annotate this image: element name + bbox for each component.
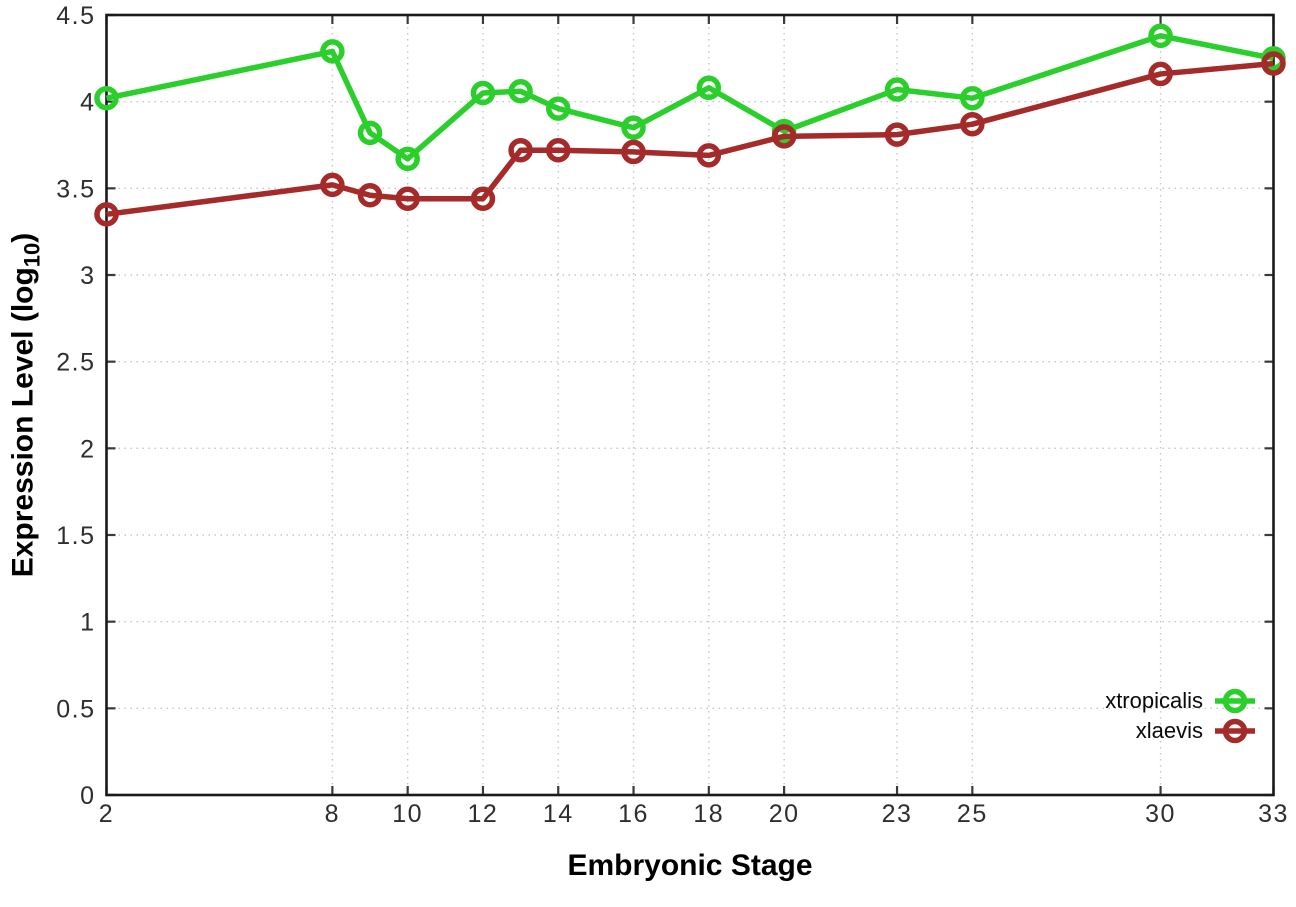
data-point-xlaevis xyxy=(1261,51,1286,76)
legend-label-xtropicalis: xtropicalis xyxy=(1105,688,1203,713)
data-point-xtropicalis xyxy=(696,75,722,101)
y-tick-label: 2.5 xyxy=(56,349,95,377)
data-point-xlaevis xyxy=(508,137,533,163)
data-point-xtropicalis xyxy=(960,85,985,111)
legend-entry-xlaevis: xlaevis xyxy=(1105,716,1255,746)
series-line-xtropicalis xyxy=(105,33,1275,162)
x-tick-label: 10 xyxy=(392,800,423,828)
data-point-xtropicalis xyxy=(395,146,420,172)
xlaevis-marker-icon xyxy=(1215,718,1255,744)
data-point-xtropicalis xyxy=(508,79,533,104)
data-point-xtropicalis xyxy=(621,115,646,140)
y-axis-title-close: ) xyxy=(6,232,40,243)
data-point-xtropicalis xyxy=(94,85,119,111)
data-point-xtropicalis xyxy=(357,120,383,146)
y-tick-label: 0.5 xyxy=(56,695,95,723)
data-point-xtropicalis xyxy=(545,96,571,121)
open-circle-icon xyxy=(1222,718,1248,744)
x-tick-label: 25 xyxy=(957,800,988,828)
x-tick-label: 23 xyxy=(882,800,913,828)
x-tick-label: 2 xyxy=(99,800,114,828)
y-axis-title-text: Expression Level (log xyxy=(6,267,40,578)
data-point-xlaevis xyxy=(621,139,646,165)
data-point-xlaevis xyxy=(884,122,910,147)
y-tick-label: 0 xyxy=(80,782,95,810)
y-axis-title-subscript: 10 xyxy=(19,242,45,268)
data-point-xlaevis xyxy=(94,202,119,227)
y-tick-label: 1.5 xyxy=(56,522,95,550)
data-point-xtropicalis xyxy=(320,39,345,64)
x-axis-title: Embryonic Stage xyxy=(567,849,813,882)
data-point-xtropicalis xyxy=(884,77,910,102)
data-point-xlaevis xyxy=(1148,61,1173,87)
x-tick-label: 33 xyxy=(1258,800,1289,828)
y-tick-label: 4 xyxy=(80,89,95,117)
y-tick-label: 1 xyxy=(80,609,95,637)
legend-entry-xtropicalis: xtropicalis xyxy=(1105,686,1255,716)
legend: xtropicalis xlaevis xyxy=(1105,686,1255,746)
x-tick-label: 16 xyxy=(618,800,649,828)
data-point-xtropicalis xyxy=(470,80,496,106)
data-point-xlaevis xyxy=(960,111,985,137)
data-point-xlaevis xyxy=(395,186,420,211)
y-axis-title: Expression Level (log10) xyxy=(7,233,46,578)
plot-border xyxy=(105,13,1275,797)
data-point-xlaevis xyxy=(696,143,722,168)
xtropicalis-marker-icon xyxy=(1215,688,1255,714)
x-tick-label: 20 xyxy=(769,800,800,828)
x-tick-label: 8 xyxy=(325,800,340,828)
data-point-xlaevis xyxy=(771,124,797,149)
y-tick-label: 3.5 xyxy=(56,175,95,203)
data-point-xlaevis xyxy=(545,137,571,163)
x-tick-label: 18 xyxy=(693,800,724,828)
y-tick-label: 4.5 xyxy=(56,2,95,30)
data-point-xlaevis xyxy=(320,172,345,198)
x-tick-label: 14 xyxy=(543,800,574,828)
y-tick-label: 3 xyxy=(80,262,95,290)
legend-label-xlaevis: xlaevis xyxy=(1135,718,1203,743)
data-point-xlaevis xyxy=(470,186,496,211)
data-point-xlaevis xyxy=(357,183,383,208)
x-tick-label: 30 xyxy=(1145,800,1176,828)
data-point-xtropicalis xyxy=(1148,23,1173,49)
open-circle-icon xyxy=(1222,688,1248,714)
series-line-xlaevis xyxy=(106,60,1274,218)
y-tick-label: 2 xyxy=(80,435,95,463)
x-tick-label: 12 xyxy=(468,800,499,828)
